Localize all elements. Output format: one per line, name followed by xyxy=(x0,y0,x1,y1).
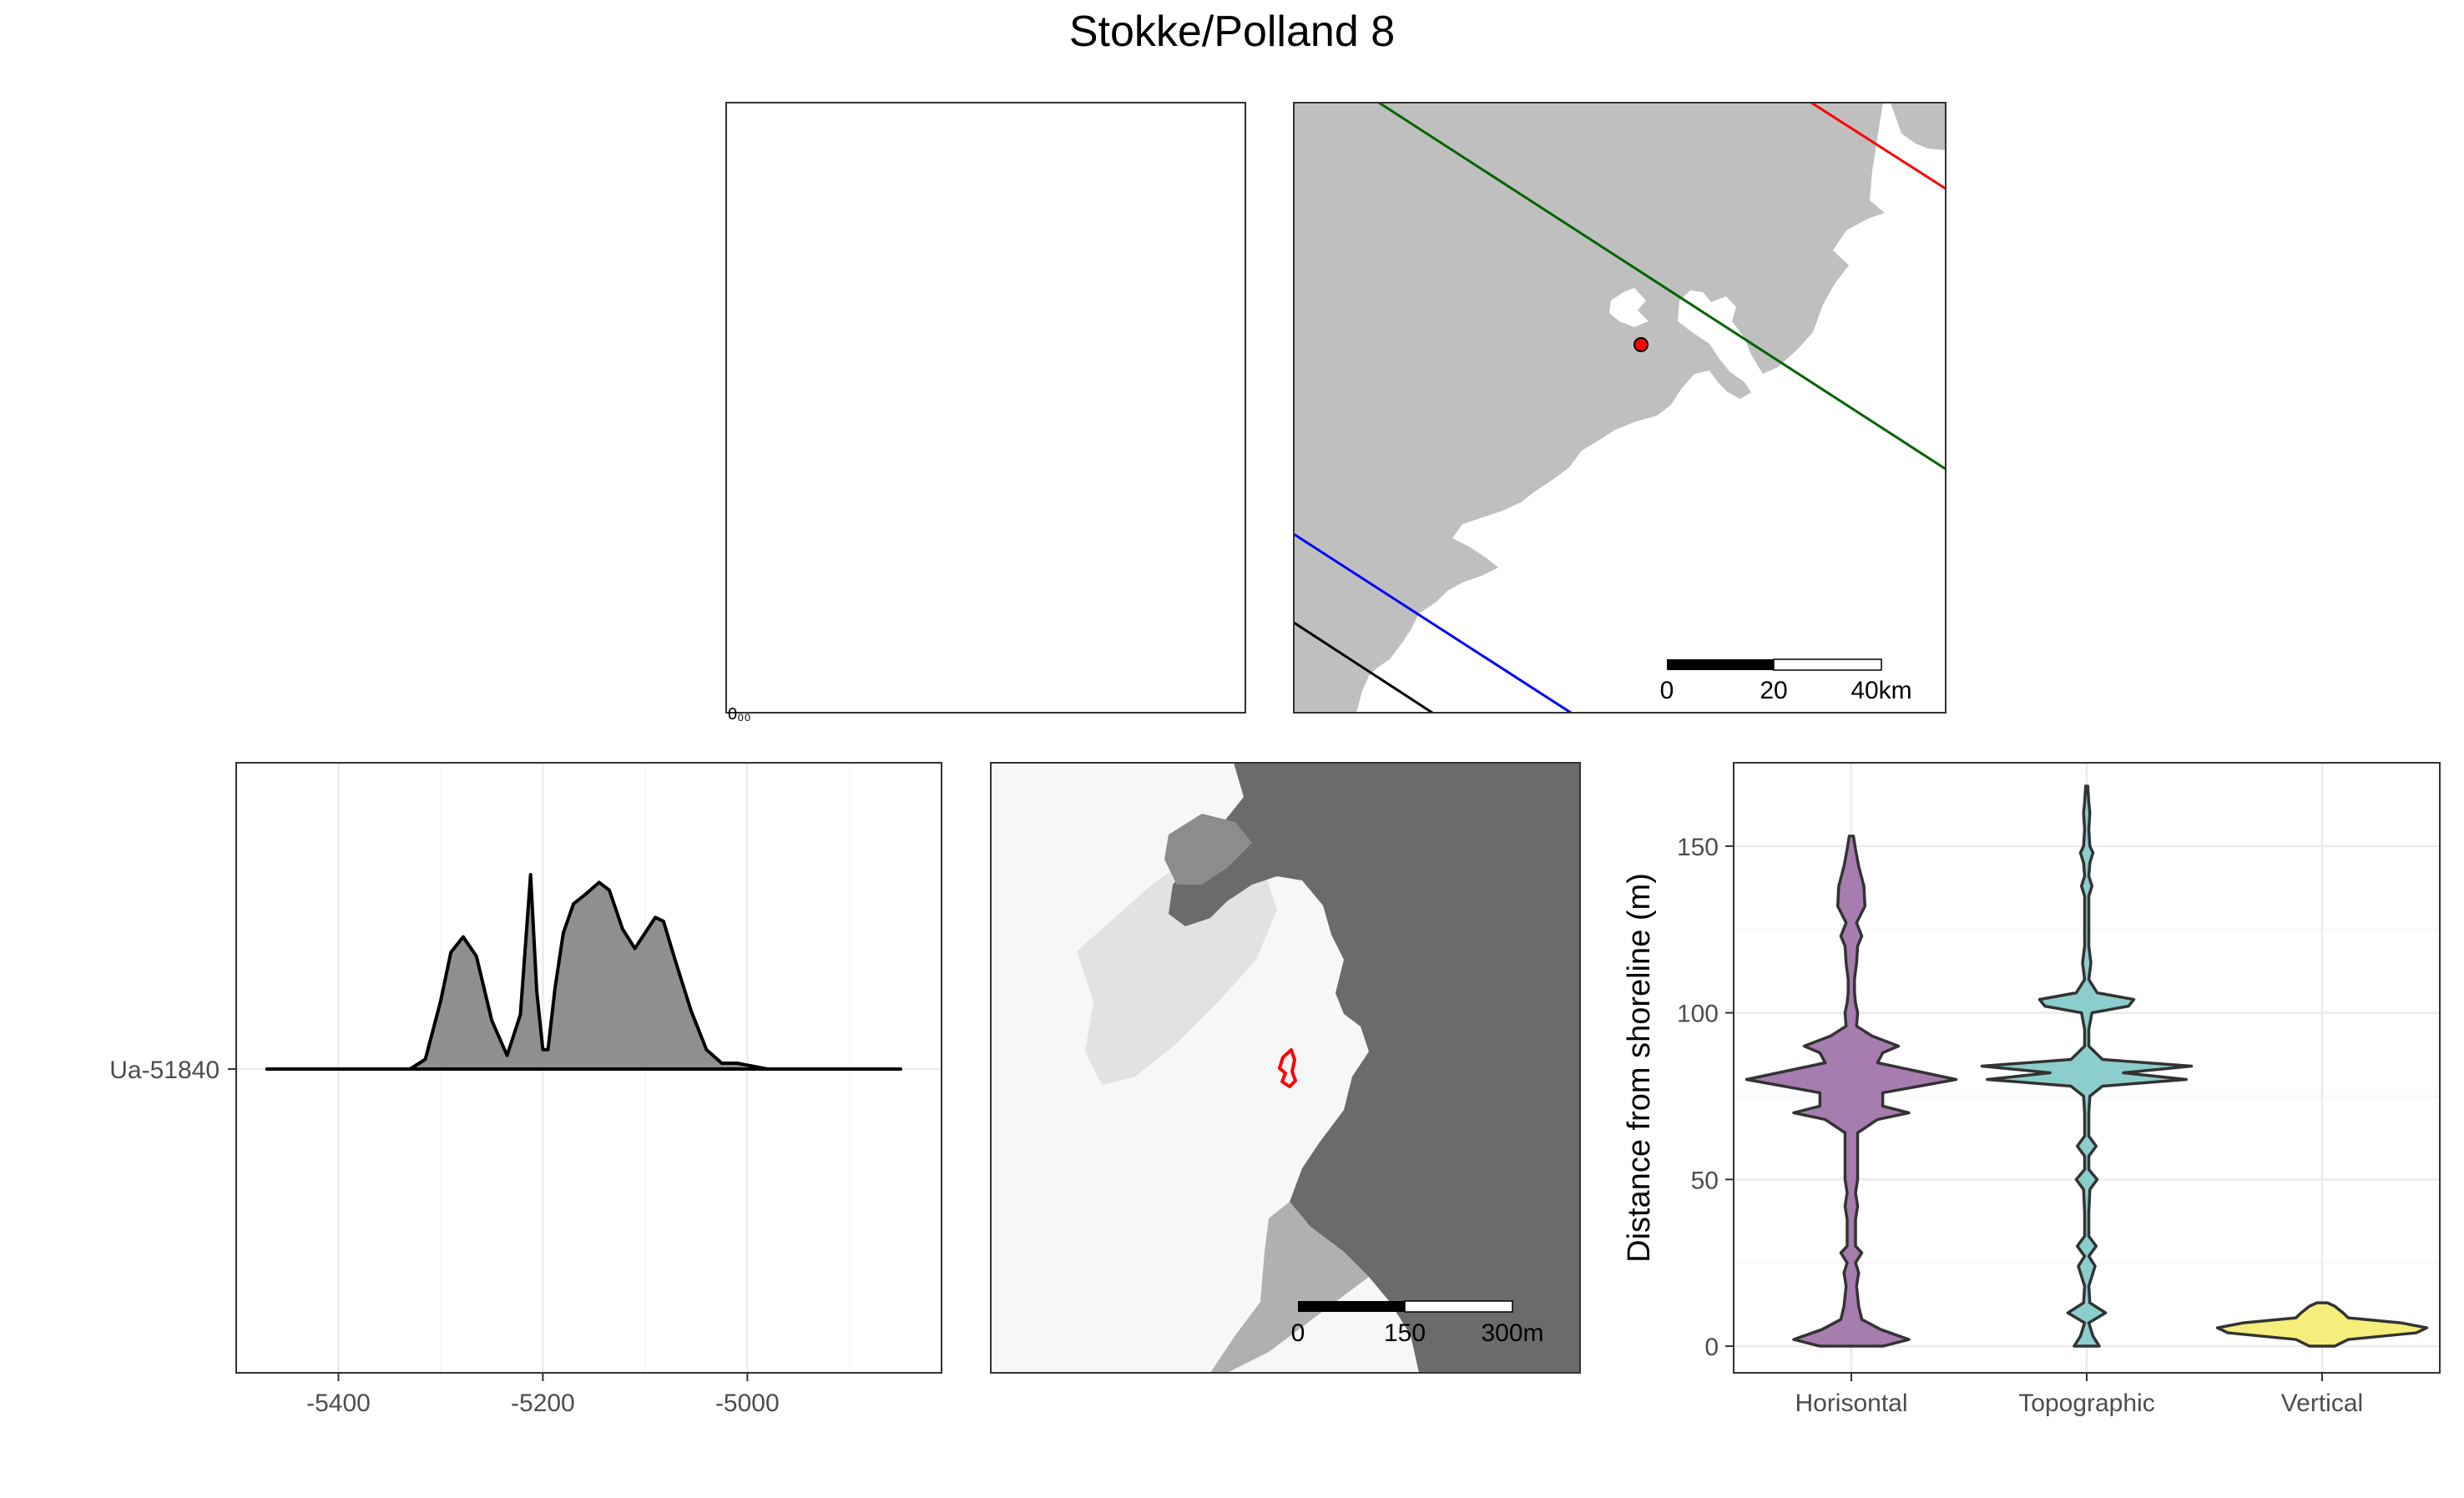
scale-label: 300m xyxy=(1481,1319,1543,1347)
inlet xyxy=(1609,288,1649,327)
scale-label: 40km xyxy=(1851,677,1911,704)
x-tick-label: Vertical xyxy=(2281,1390,2363,1417)
violin-topographic xyxy=(1980,784,2194,1348)
violin-vertical xyxy=(2215,1301,2429,1348)
y-axis-label: Distance from shoreline (m) xyxy=(1622,873,1657,1263)
site-outline xyxy=(1278,1048,1297,1088)
x-tick-label: Topographic xyxy=(2018,1390,2154,1417)
density-area xyxy=(265,873,903,1071)
y-tick-label: Ua-51840 xyxy=(109,1057,220,1084)
overview-scalebar: 0 20 40km xyxy=(1660,658,1912,704)
violin-horisontal xyxy=(1744,835,1958,1348)
x-tick-label: Horisontal xyxy=(1795,1390,1907,1417)
x-tick-label: -5200 xyxy=(511,1390,575,1417)
shoreline-blue xyxy=(1294,532,1572,713)
overlapping-scale-text: 0₀₀ xyxy=(728,705,751,724)
page-title: Stokke/Polland 8 xyxy=(1068,8,1396,56)
land-mass xyxy=(1294,103,1885,713)
scale-label: 20 xyxy=(1760,677,1787,704)
scale-label: 150 xyxy=(1384,1319,1426,1347)
local-scalebar: 0 150 300m xyxy=(1291,1300,1544,1347)
scale-label: 0 xyxy=(1291,1319,1305,1347)
y-tick-label: 0 xyxy=(1704,1334,1719,1361)
land-right-edge xyxy=(1891,103,1946,150)
terrain-mid xyxy=(1164,814,1252,885)
scale-label: 0 xyxy=(1660,677,1674,704)
y-tick-label: 150 xyxy=(1677,834,1719,861)
terrain-lower xyxy=(1210,1202,1369,1373)
x-tick-label: -5400 xyxy=(306,1390,371,1417)
shoreline-green xyxy=(1378,103,1946,471)
shoreline-red xyxy=(1810,103,1946,190)
x-tick-label: -5000 xyxy=(715,1390,780,1417)
terrain-dark xyxy=(1169,763,1580,1373)
y-tick-label: 50 xyxy=(1691,1167,1719,1194)
shoreline-black xyxy=(1294,621,1433,713)
y-tick-label: 100 xyxy=(1677,1001,1719,1028)
site-marker xyxy=(1633,337,1649,352)
